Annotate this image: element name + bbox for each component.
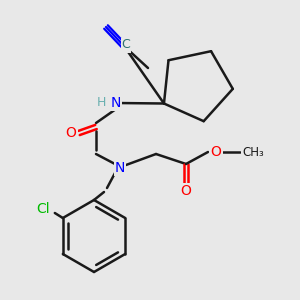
Text: CH₃: CH₃ bbox=[242, 146, 264, 158]
Text: O: O bbox=[181, 184, 191, 198]
Text: C: C bbox=[122, 38, 130, 52]
Text: O: O bbox=[211, 145, 221, 159]
Text: N: N bbox=[115, 161, 125, 175]
Text: H: H bbox=[97, 95, 106, 109]
Text: Cl: Cl bbox=[36, 202, 50, 216]
Text: N: N bbox=[111, 96, 121, 110]
Text: O: O bbox=[66, 126, 76, 140]
